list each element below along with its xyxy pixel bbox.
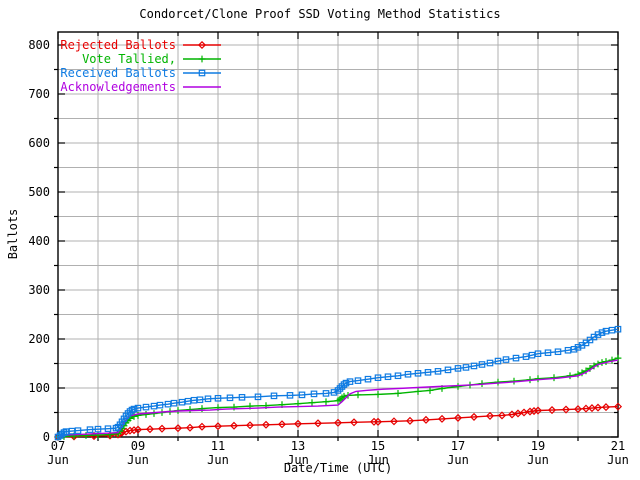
- svg-text:600: 600: [28, 136, 50, 150]
- svg-text:11: 11: [211, 439, 225, 453]
- legend-line-sample-icon: [183, 40, 221, 50]
- legend-item-vote-tallied: Vote Tallied,: [58, 52, 223, 66]
- svg-text:200: 200: [28, 332, 50, 346]
- svg-text:0: 0: [43, 430, 50, 444]
- svg-text:300: 300: [28, 283, 50, 297]
- chart-title: Condorcet/Clone Proof SSD Voting Method …: [139, 7, 501, 21]
- svg-text:700: 700: [28, 87, 50, 101]
- svg-text:500: 500: [28, 185, 50, 199]
- svg-text:09: 09: [131, 439, 145, 453]
- svg-text:Jun: Jun: [527, 453, 549, 467]
- svg-text:15: 15: [371, 439, 385, 453]
- legend-label: Acknowledgements: [60, 80, 176, 94]
- svg-text:Jun: Jun: [47, 453, 69, 467]
- legend-label: Received Ballots: [60, 66, 176, 80]
- svg-text:Jun: Jun: [447, 453, 469, 467]
- svg-text:13: 13: [291, 439, 305, 453]
- svg-text:Jun: Jun: [287, 453, 309, 467]
- legend-label: Vote Tallied,: [82, 52, 176, 66]
- legend-line-sample-icon: [183, 69, 221, 77]
- svg-text:19: 19: [531, 439, 545, 453]
- svg-text:17: 17: [451, 439, 465, 453]
- legend-line-sample-icon: [183, 55, 221, 63]
- legend: Rejected Ballots Vote Tallied, Received …: [58, 38, 223, 94]
- svg-text:100: 100: [28, 381, 50, 395]
- legend-item-received-ballots: Received Ballots: [58, 66, 223, 80]
- svg-text:07: 07: [51, 439, 65, 453]
- x-axis-label: Date/Time (UTC): [283, 461, 393, 475]
- y-axis-label: Ballots: [6, 208, 20, 260]
- svg-text:Jun: Jun: [367, 453, 389, 467]
- legend-item-rejected-ballots: Rejected Ballots: [58, 38, 223, 52]
- svg-text:400: 400: [28, 234, 50, 248]
- svg-text:Jun: Jun: [127, 453, 149, 467]
- svg-text:Jun: Jun: [207, 453, 229, 467]
- svg-text:800: 800: [28, 38, 50, 52]
- legend-label: Rejected Ballots: [60, 38, 176, 52]
- svg-text:Jun: Jun: [607, 453, 629, 467]
- legend-item-acknowledgements: Acknowledgements: [58, 80, 223, 94]
- svg-text:21: 21: [611, 439, 625, 453]
- legend-line-sample-icon: [183, 86, 221, 88]
